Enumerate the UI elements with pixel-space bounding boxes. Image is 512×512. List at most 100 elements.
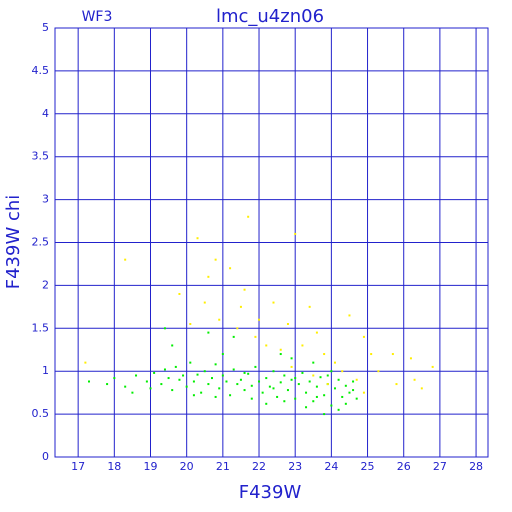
point (261, 391, 264, 394)
point (250, 397, 253, 400)
chart-subtitle: WF3 (82, 9, 113, 25)
point (243, 389, 246, 392)
point (207, 331, 210, 334)
point (239, 305, 242, 308)
point (232, 368, 235, 371)
point (337, 408, 340, 411)
x-tick-label: 22 (252, 460, 266, 473)
point (326, 374, 329, 377)
point (192, 380, 195, 383)
point (294, 377, 297, 380)
point (214, 363, 217, 366)
point (391, 353, 394, 356)
point (265, 377, 268, 380)
x-tick-label: 25 (361, 460, 375, 473)
point (178, 378, 181, 381)
x-tick-label: 27 (433, 460, 447, 473)
point (377, 370, 380, 373)
point (247, 372, 250, 375)
x-tick-label: 19 (143, 460, 157, 473)
point (305, 391, 308, 394)
point (305, 406, 308, 409)
point (135, 374, 138, 377)
point (352, 389, 355, 392)
point (124, 258, 127, 261)
point (239, 378, 242, 381)
point (315, 385, 318, 388)
point (355, 378, 358, 381)
point (218, 387, 221, 390)
point (297, 383, 300, 386)
point (348, 314, 351, 317)
x-tick-label: 21 (216, 460, 230, 473)
point (344, 402, 347, 405)
point (279, 348, 282, 351)
x-axis-label: F439W (239, 482, 302, 503)
point (283, 400, 286, 403)
point (290, 378, 293, 381)
point (131, 391, 134, 394)
point (294, 232, 297, 235)
point (214, 395, 217, 398)
y-tick-label: 2.5 (32, 236, 50, 249)
point (279, 353, 282, 356)
point (323, 394, 326, 397)
point (196, 237, 199, 240)
x-tick-label: 18 (107, 460, 121, 473)
point (341, 395, 344, 398)
point (218, 318, 221, 321)
y-tick-label: 5 (42, 21, 49, 34)
point (286, 389, 289, 392)
point (290, 357, 293, 360)
point (258, 318, 261, 321)
y-tick-label: 0 (42, 450, 49, 463)
point (196, 373, 199, 376)
point (268, 385, 271, 388)
point (323, 353, 326, 356)
point (247, 215, 250, 218)
point (207, 275, 210, 278)
point (160, 383, 163, 386)
point (395, 383, 398, 386)
point (124, 385, 127, 388)
point (333, 387, 336, 390)
y-tick-label: 2 (42, 278, 49, 291)
point (286, 323, 289, 326)
point (171, 344, 174, 347)
point (362, 391, 365, 394)
point (352, 380, 355, 383)
point (106, 383, 109, 386)
point (362, 335, 365, 338)
point (312, 374, 315, 377)
point (272, 301, 275, 304)
point (189, 361, 192, 364)
point (254, 335, 257, 338)
point (214, 258, 217, 261)
point (163, 327, 166, 330)
point (200, 391, 203, 394)
point (312, 361, 315, 364)
point (243, 371, 246, 374)
point (413, 378, 416, 381)
point (370, 353, 373, 356)
point (236, 327, 239, 330)
point (323, 413, 326, 416)
point (431, 365, 434, 368)
x-tick-label: 28 (469, 460, 483, 473)
point (315, 331, 318, 334)
point (192, 394, 195, 397)
point (279, 381, 282, 384)
point (254, 365, 257, 368)
x-tick-label: 26 (397, 460, 411, 473)
point (178, 292, 181, 295)
y-tick-label: 0.5 (32, 407, 50, 420)
point (301, 371, 304, 374)
x-tick-label: 20 (180, 460, 194, 473)
point (185, 385, 188, 388)
point (290, 365, 293, 368)
point (265, 344, 268, 347)
point (203, 301, 206, 304)
y-axis-label: F439W chi (3, 195, 24, 290)
point (272, 387, 275, 390)
point (272, 370, 275, 373)
